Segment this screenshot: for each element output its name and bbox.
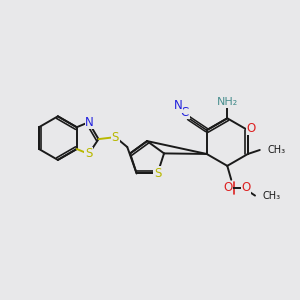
Text: N: N xyxy=(85,116,94,129)
Text: O: O xyxy=(246,122,256,135)
Text: O: O xyxy=(224,181,233,194)
Text: O: O xyxy=(242,181,251,194)
Text: S: S xyxy=(154,167,161,180)
Text: CH₃: CH₃ xyxy=(268,145,286,155)
Text: C: C xyxy=(181,106,189,119)
Text: NH₂: NH₂ xyxy=(217,98,238,107)
Text: S: S xyxy=(85,148,92,160)
Text: N: N xyxy=(174,99,182,112)
Text: CH₃: CH₃ xyxy=(263,190,281,201)
Text: S: S xyxy=(112,130,119,144)
